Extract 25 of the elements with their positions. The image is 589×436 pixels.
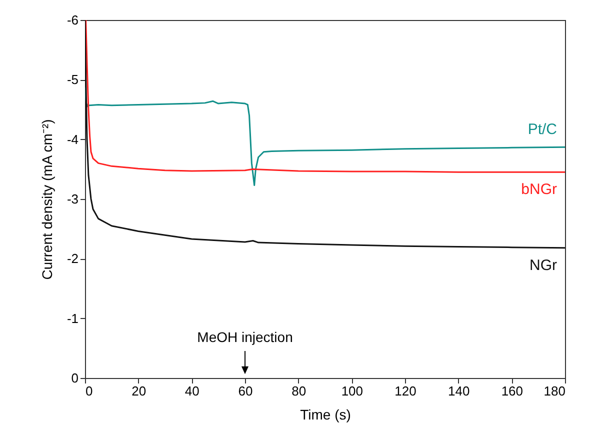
x-tick-label: 20 (132, 384, 146, 398)
series-label: bNGr (521, 181, 557, 198)
x-tick-label: 80 (292, 384, 306, 398)
x-axis-title: Time (s) (300, 406, 351, 422)
x-tick-label: 40 (184, 384, 200, 398)
line-series (85, 20, 565, 249)
y-tick-label: -4 (66, 132, 78, 147)
x-tick-label: 120 (394, 384, 416, 398)
y-tick-label: -1 (66, 310, 78, 326)
x-tick-label: 180 (544, 384, 566, 398)
annotation: MeOH injection (197, 329, 293, 345)
x-tick-label: 160 (501, 384, 524, 398)
x-tick-label: 140 (448, 384, 470, 398)
y-tick-label: -6 (66, 12, 78, 28)
series-label: NGr (530, 256, 557, 274)
y-tick-label: -3 (66, 192, 78, 206)
line-series (85, 20, 565, 173)
series-label: Pt/C (528, 121, 558, 138)
x-tick-label: 0 (86, 384, 93, 398)
x-tick-label: 60 (238, 384, 253, 398)
x-tick-label: 100 (341, 384, 364, 398)
y-axis-title: Current density (mA cm⁻²) (38, 119, 55, 280)
y-tick-label: -2 (66, 251, 78, 266)
y-tick-label: -5 (66, 72, 78, 88)
y-tick-label: 0 (71, 370, 78, 386)
